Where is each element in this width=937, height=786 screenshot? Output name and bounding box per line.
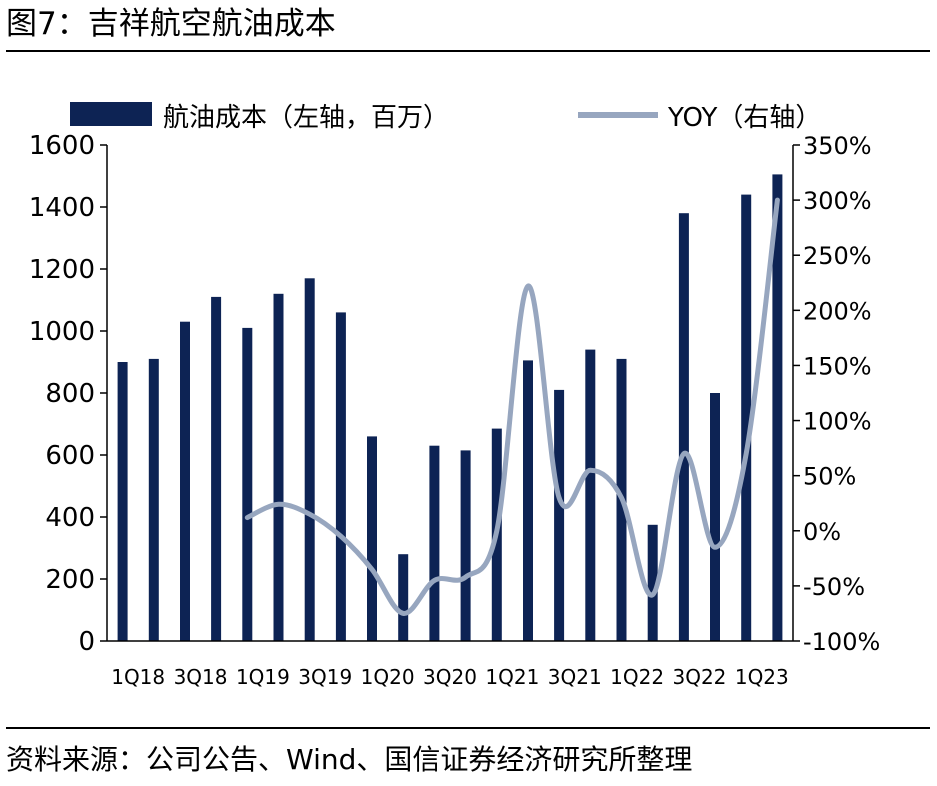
bar-3Q18	[180, 321, 190, 641]
right-axis-tick-labels: -100% -50% 0% 50% 100% 150% 200% 250% 300% 350%	[803, 132, 880, 656]
left-tick-label: 1400	[29, 193, 95, 223]
legend-bar-swatch	[70, 102, 152, 126]
x-tick-label: 1Q21	[485, 665, 539, 689]
x-tick-label: 3Q21	[548, 665, 602, 689]
bar-2Q19	[273, 293, 284, 641]
bar-4Q20	[460, 450, 471, 641]
x-tick-label: 1Q22	[610, 665, 664, 689]
right-tick-label: 50%	[803, 463, 856, 491]
bar-1Q20	[367, 436, 377, 641]
right-tick-label: -100%	[803, 628, 880, 656]
bar-2Q18	[148, 358, 159, 641]
left-axis-tick-labels: 0 200 400 600 800 1000 1200 1400 1600	[29, 131, 95, 657]
bottom-rule	[6, 727, 930, 729]
yoy-line-series	[244, 197, 780, 616]
legend-bar-label: 航油成本（左轴，百万）	[163, 103, 449, 133]
bar-4Q21	[585, 349, 596, 641]
left-tick-label: 600	[45, 441, 95, 471]
bar-1Q19	[242, 327, 253, 641]
bar-2Q20	[398, 554, 409, 641]
bar-4Q22	[710, 393, 720, 641]
left-tick-label: 1600	[29, 131, 95, 161]
x-tick-label: 3Q18	[174, 665, 228, 689]
right-tick-label: -50%	[803, 573, 865, 601]
left-tick-label: 1000	[29, 317, 95, 347]
source-note: 资料来源：公司公告、Wind、国信证券经济研究所整理	[6, 743, 693, 776]
right-tick-label: 300%	[803, 187, 872, 215]
legend-line-label: YOY（右轴）	[667, 103, 821, 133]
right-tick-label: 100%	[803, 408, 872, 436]
right-tick-label: 150%	[803, 352, 872, 380]
left-tick-label: 200	[45, 565, 95, 595]
right-tick-label: 350%	[803, 132, 872, 160]
x-tick-label: 1Q18	[111, 665, 165, 689]
bar-2Q21	[523, 360, 533, 641]
left-tick-label: 1200	[29, 255, 95, 285]
top-rule	[6, 50, 930, 52]
bar-series	[117, 174, 783, 642]
bar-2Q22	[647, 524, 658, 642]
bar-4Q19	[335, 312, 346, 641]
x-axis-tick-labels: 1Q18 3Q18 1Q19 3Q19 1Q20 3Q20 1Q21 3Q21 1Q22 3Q22…	[111, 665, 789, 689]
bar-1Q23	[741, 194, 752, 641]
right-tick-label: 0%	[803, 518, 841, 546]
right-tick-label: 250%	[803, 242, 872, 270]
bar-1Q18	[117, 362, 128, 641]
bar-3Q20	[429, 445, 440, 641]
bar-3Q22	[678, 213, 689, 641]
bar-3Q21	[554, 389, 565, 641]
bar-3Q19	[304, 278, 315, 641]
bar-2Q23	[772, 174, 783, 641]
legend: 航油成本（左轴，百万） YOY（右轴）	[70, 102, 821, 133]
x-tick-label: 3Q19	[298, 665, 352, 689]
x-tick-label: 1Q20	[361, 665, 415, 689]
yoy-line	[244, 197, 780, 616]
x-tick-label: 1Q23	[735, 665, 789, 689]
left-tick-label: 800	[45, 379, 95, 409]
figure-title: 图7：吉祥航空航油成本	[6, 6, 336, 42]
left-tick-label: 400	[45, 503, 95, 533]
right-tick-label: 200%	[803, 297, 872, 325]
x-tick-label: 3Q20	[423, 665, 477, 689]
x-tick-label: 3Q22	[672, 665, 726, 689]
left-tick-label: 0	[78, 627, 95, 657]
axes	[100, 144, 800, 642]
bar-4Q18	[211, 296, 222, 641]
x-tick-label: 1Q19	[236, 665, 290, 689]
